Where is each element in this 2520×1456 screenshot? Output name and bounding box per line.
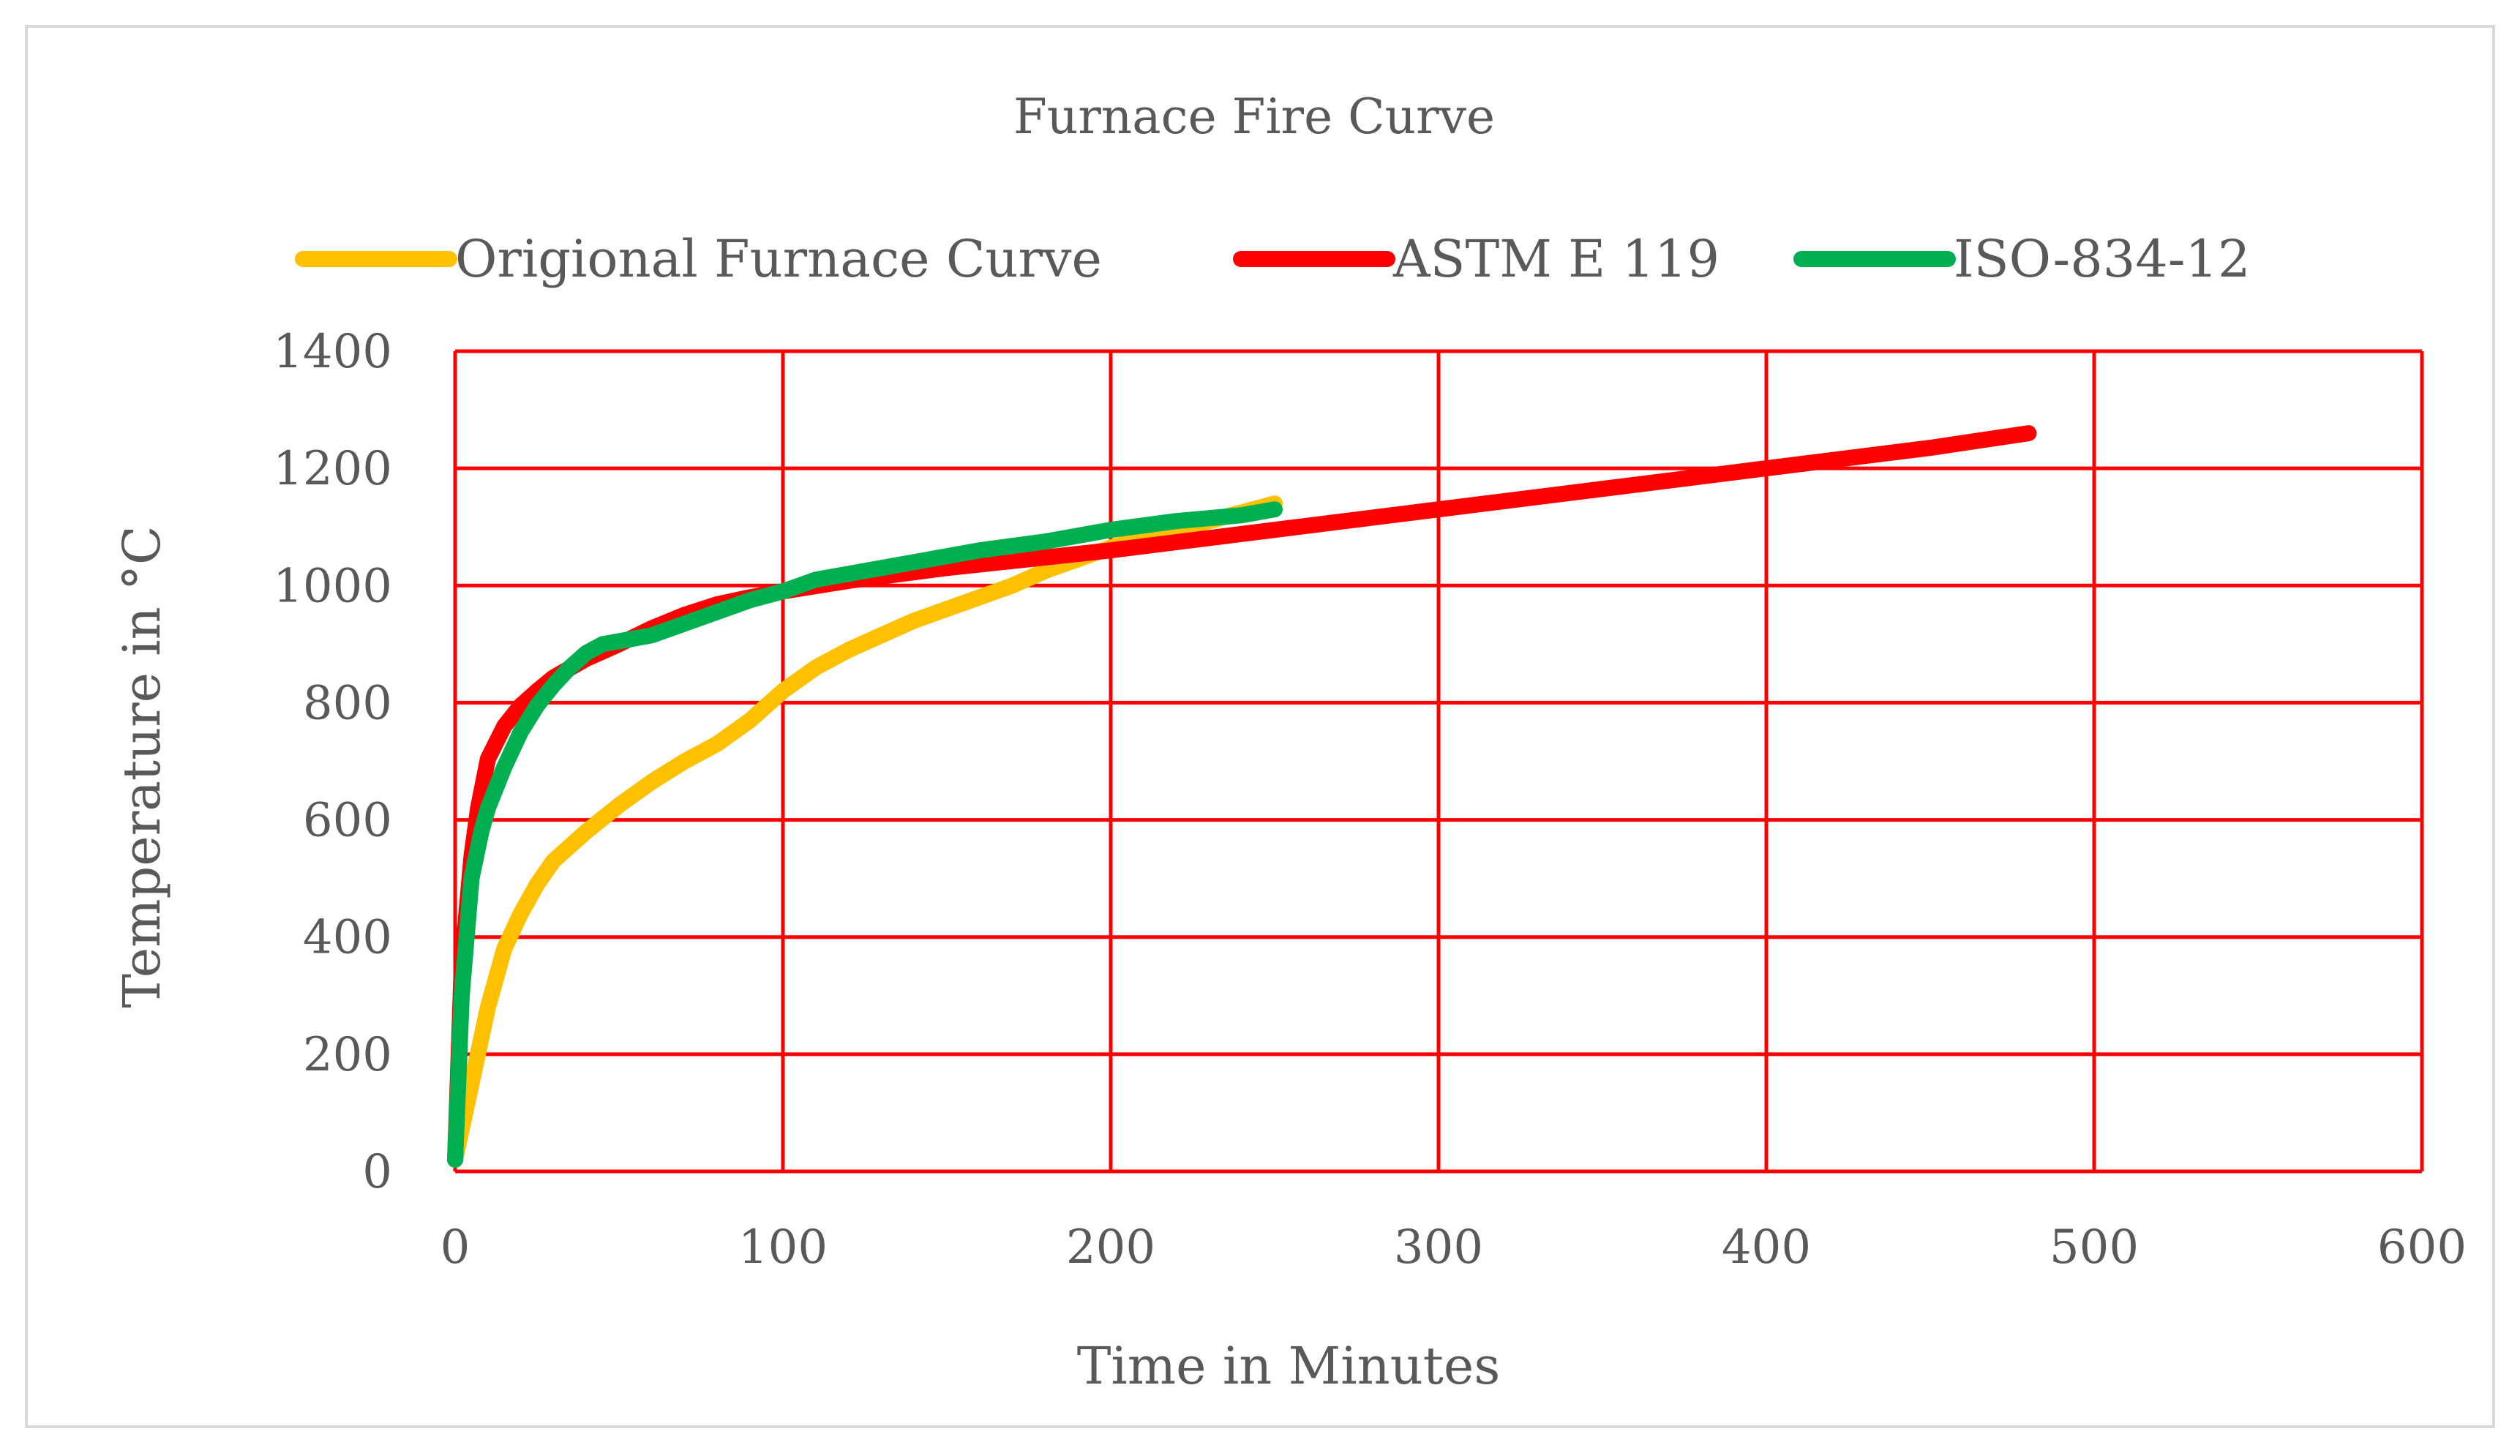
- series-line-iso-834-12: [447, 501, 1283, 1168]
- y-tick-label: 800: [303, 676, 392, 730]
- chart-svg: Furnace Fire Curve Origional Furnace Cur…: [112, 89, 2467, 1396]
- x-tick-label: 600: [2377, 1220, 2467, 1275]
- y-tick-label: 400: [303, 911, 392, 965]
- y-tick-label: 200: [303, 1028, 392, 1082]
- legend-label: ISO-834-12: [1954, 229, 2251, 289]
- x-axis-title: Time in Minutes: [1077, 1336, 1501, 1396]
- legend-label: Origional Furnace Curve: [455, 229, 1102, 289]
- legend: Origional Furnace Curve ASTM E 119 ISO-834…: [295, 229, 2251, 289]
- y-tick-label: 1000: [273, 559, 392, 613]
- chart-title: Furnace Fire Curve: [1013, 89, 1495, 145]
- series-line-origional-furnace-curve: [447, 495, 1283, 1168]
- y-tick-label: 1200: [273, 442, 392, 496]
- x-tick-label: 200: [1066, 1220, 1155, 1275]
- y-axis-title: Temperature in °C: [112, 525, 172, 1007]
- x-tick-label: 300: [1394, 1220, 1483, 1275]
- chart-frame: Furnace Fire Curve Origional Furnace Cur…: [25, 25, 2495, 1428]
- x-tick-label: 500: [2050, 1220, 2139, 1275]
- legend-label: ASTM E 119: [1392, 229, 1720, 289]
- x-tick-label: 100: [738, 1220, 828, 1275]
- ticks: 0 100 200 300 400 500 600 0 200 400 600 800 1000 1200…: [273, 325, 2467, 1275]
- y-tick-label: 600: [303, 794, 392, 848]
- x-tick-label: 0: [440, 1220, 470, 1275]
- series-line-astm-e-119: [447, 425, 2037, 1168]
- x-tick-label: 400: [1722, 1220, 1811, 1275]
- series-layer: [447, 425, 2037, 1168]
- y-tick-label: 1400: [273, 325, 392, 379]
- y-tick-label: 0: [362, 1145, 392, 1199]
- grid: [453, 349, 2424, 1174]
